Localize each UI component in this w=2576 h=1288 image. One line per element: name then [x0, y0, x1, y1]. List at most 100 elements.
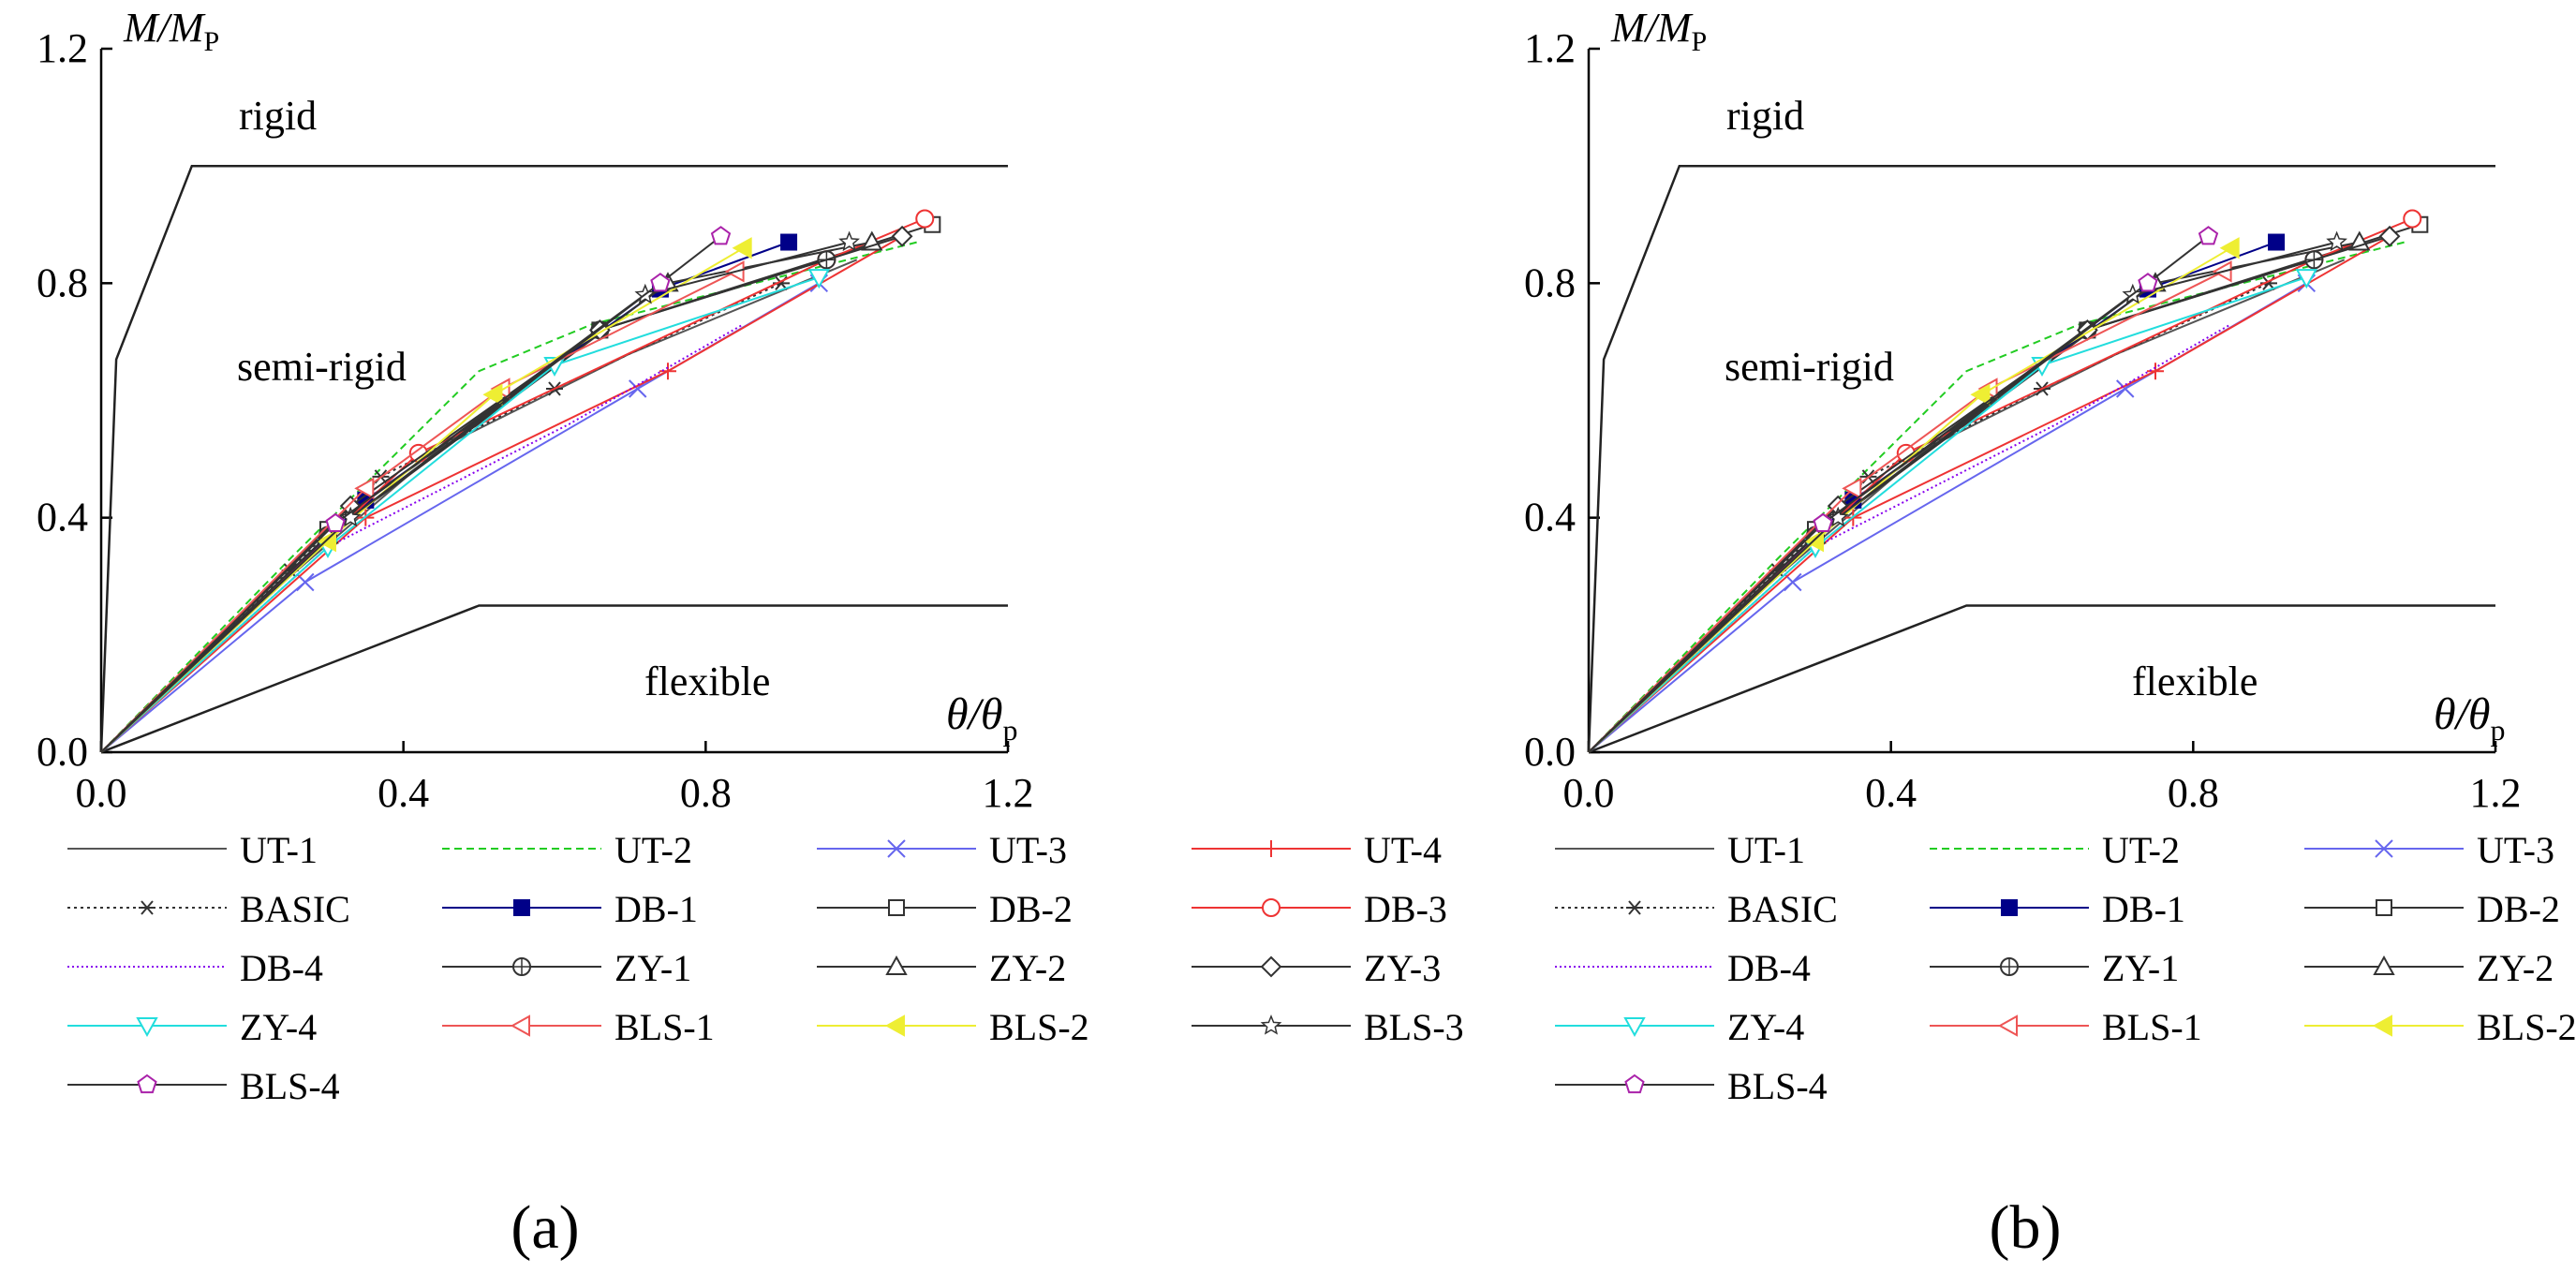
series-line	[100, 323, 745, 753]
y-tick-label: 0.8	[1524, 259, 1576, 305]
legend-entry: UT-1	[1555, 829, 1805, 871]
series-zy-3	[100, 225, 913, 753]
series-line	[100, 241, 850, 753]
legend-entry: DB-3	[1192, 888, 1447, 930]
boundary-rigid	[1587, 164, 2495, 753]
series-bls-4	[100, 226, 732, 753]
data-point	[807, 269, 831, 289]
series-line	[100, 276, 820, 753]
legend-entry: BASIC	[67, 888, 350, 930]
x-tick-label: 0.0	[76, 770, 127, 816]
legend-marker	[2372, 1014, 2392, 1037]
legend-marker	[888, 899, 905, 916]
legend-marker	[136, 1017, 158, 1038]
legend-label: UT-3	[989, 829, 1067, 871]
series-zy-3	[1588, 225, 2401, 753]
chart-panel-a: 0.0 0.4 0.8 1.2 0.0 0.4 0.8 1.2 M/MP θ/θp rigid sem…	[37, 5, 1464, 1107]
legend-entry: ZY-3	[1192, 947, 1441, 989]
y-tick-label: 0.4	[1524, 495, 1576, 540]
data-point	[861, 230, 883, 251]
legend-entry: BLS-1	[1930, 1006, 2202, 1048]
data-point	[2219, 237, 2240, 259]
y-tick-label: 1.2	[1524, 25, 1576, 71]
series-line	[100, 223, 933, 753]
legend-entry: ZY-2	[2304, 947, 2554, 989]
legend-marker	[513, 899, 530, 916]
legend-label: DB-1	[614, 888, 698, 930]
x-tick-label: 1.2	[983, 770, 1034, 816]
x-tick-label: 0.4	[378, 770, 429, 816]
legend-label: BLS-3	[1364, 1006, 1464, 1048]
region-label-rigid: rigid	[1726, 93, 1804, 139]
legend-entry: ZY-4	[67, 1006, 317, 1048]
legend-marker	[1997, 1014, 2018, 1037]
series-db-2	[100, 215, 941, 753]
legend-marker	[1263, 840, 1280, 857]
legend-marker	[884, 1014, 905, 1037]
legend-entry: UT-2	[442, 829, 692, 871]
legend-marker	[885, 955, 908, 975]
legend-marker	[1262, 898, 1281, 917]
legend-label: BLS-4	[1727, 1065, 1828, 1107]
legend-marker	[1260, 1014, 1282, 1035]
series-db-3	[1588, 209, 2422, 753]
legend-label: UT-3	[2477, 829, 2554, 871]
x-tick-label: 0.0	[1563, 770, 1615, 816]
legend-marker	[2001, 899, 2018, 916]
y-tick-label: 0.0	[37, 729, 88, 775]
legend-label: ZY-4	[1727, 1006, 1804, 1048]
legend-marker	[1624, 1073, 1645, 1094]
series-db-3	[100, 209, 935, 753]
legend-entry: UT-1	[67, 829, 318, 871]
legend-label: UT-2	[614, 829, 692, 871]
data-point	[1813, 512, 1833, 532]
region-label-semi-rigid: semi-rigid	[237, 344, 407, 390]
legend-entry: ZY-2	[817, 947, 1066, 989]
data-point	[2295, 269, 2318, 289]
legend-entry: DB-4	[67, 947, 323, 989]
data-point	[2348, 230, 2371, 251]
x-tick-label: 0.8	[2168, 770, 2219, 816]
data-point	[732, 237, 752, 259]
legend-entry: BASIC	[1555, 888, 1838, 930]
series-line	[1588, 323, 2232, 753]
legend-entry: DB-2	[817, 888, 1073, 930]
legend-label: ZY-1	[2102, 947, 2179, 989]
data-point	[325, 512, 346, 532]
legend-entry: ZY-4	[1555, 1006, 1804, 1048]
legend-entry: DB-4	[1555, 947, 1811, 989]
x-tick-label: 0.4	[1865, 770, 1917, 816]
x-tick-label: 0.8	[680, 770, 732, 816]
legend-entry: BLS-1	[442, 1006, 715, 1048]
series-line	[1588, 235, 2391, 753]
data-point	[710, 226, 732, 245]
data-point	[1827, 506, 1849, 527]
legend-label: DB-4	[240, 947, 323, 989]
legend-label: DB-2	[989, 888, 1073, 930]
panel-caption: (a)	[511, 1193, 579, 1262]
series-line	[1588, 223, 2421, 753]
series-ut-4	[1588, 228, 2399, 753]
data-point	[2378, 225, 2401, 247]
legend-entry: ZY-1	[1930, 947, 2179, 989]
legend-marker	[1260, 955, 1282, 978]
legend-marker	[2373, 955, 2395, 975]
series-line	[1588, 276, 2307, 753]
legend-entry: UT-4	[1192, 829, 1442, 871]
legend-label: BLS-1	[614, 1006, 715, 1048]
data-point	[339, 506, 362, 527]
legend-entry: DB-1	[1930, 888, 2185, 930]
legend-marker	[2375, 839, 2393, 858]
data-point	[2198, 226, 2219, 245]
series-line	[100, 235, 722, 753]
series-db-4	[1588, 323, 2232, 753]
legend-entry: UT-2	[1930, 829, 2180, 871]
legend: UT-1 UT-2 UT-3 UT-4 BASIC DB-1 DB-2 DB-3 DB-4 ZY-…	[67, 829, 1464, 1107]
series-line	[1588, 270, 2225, 753]
data-point	[2268, 233, 2286, 251]
legend-entry: BLS-2	[817, 1006, 1089, 1048]
data-point	[659, 363, 676, 380]
legend-label: ZY-3	[1364, 947, 1441, 989]
boundary-flexible	[1588, 604, 2495, 754]
